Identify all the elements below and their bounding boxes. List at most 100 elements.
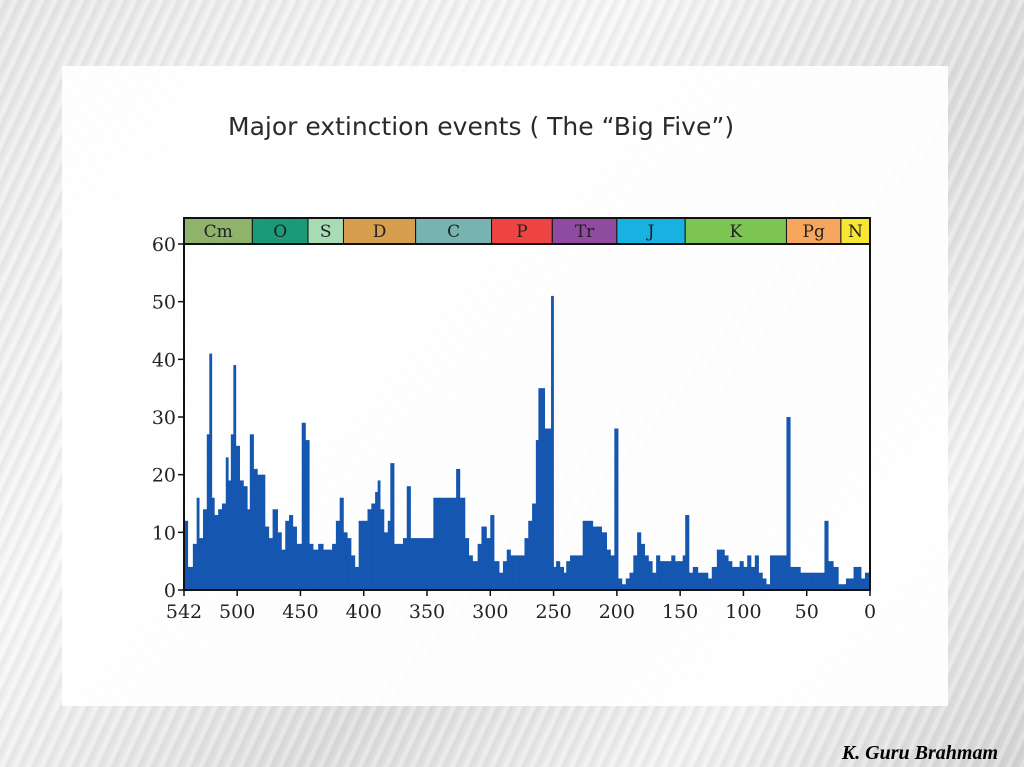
bar xyxy=(459,497,466,590)
bar xyxy=(754,555,759,590)
bar xyxy=(606,549,611,590)
bar xyxy=(845,578,851,590)
bar xyxy=(535,440,539,590)
bar xyxy=(633,555,638,590)
period-o xyxy=(251,217,309,245)
bar xyxy=(720,549,725,590)
bar xyxy=(685,515,690,590)
bar xyxy=(472,561,478,590)
bar xyxy=(770,555,776,590)
period-label: O xyxy=(273,222,287,242)
bar xyxy=(592,526,599,590)
bar xyxy=(486,538,491,590)
bar xyxy=(243,486,248,590)
period-label: D xyxy=(373,222,387,242)
bar xyxy=(838,584,843,590)
bar xyxy=(399,543,404,590)
bar xyxy=(387,520,391,590)
bar xyxy=(247,509,251,590)
bar xyxy=(659,561,664,590)
bar xyxy=(221,503,227,590)
x-axis: 542 500 450 400 350 300 250 200 150 100 50 0 xyxy=(166,590,876,623)
x-tick-label: 250 xyxy=(535,601,571,623)
bar xyxy=(524,538,529,590)
bar xyxy=(268,538,273,590)
bar xyxy=(332,543,337,590)
y-axis: 0 10 20 30 40 50 60 xyxy=(152,234,184,602)
bar xyxy=(805,572,811,590)
bar xyxy=(625,578,630,590)
bar xyxy=(762,578,767,590)
bar xyxy=(544,428,549,590)
bar xyxy=(573,555,580,590)
bar xyxy=(456,468,461,590)
bar xyxy=(228,480,232,590)
bar xyxy=(735,566,740,590)
bar xyxy=(629,572,634,590)
period-label: Tr xyxy=(575,222,595,242)
x-tick-label: 100 xyxy=(725,601,761,623)
bar xyxy=(538,388,543,590)
y-tick-label: 10 xyxy=(152,522,176,544)
y-tick-label: 60 xyxy=(152,234,176,256)
bar xyxy=(853,566,858,590)
bar xyxy=(702,572,709,590)
bar xyxy=(323,549,329,590)
period-label: Cm xyxy=(204,222,233,242)
bar xyxy=(451,497,457,590)
x-tick-label: 200 xyxy=(599,601,635,623)
bar xyxy=(621,584,627,590)
bar xyxy=(211,497,215,590)
bar xyxy=(289,515,294,590)
author-credit: K. Guru Brahmam xyxy=(841,742,998,764)
bar xyxy=(551,295,554,590)
bar xyxy=(292,526,297,590)
bar xyxy=(795,566,801,590)
bar xyxy=(566,561,571,590)
period-band: Cm O S D C P Tr J K Pg N xyxy=(183,217,871,245)
bar xyxy=(724,555,729,590)
bar xyxy=(383,532,389,590)
x-tick-label: 450 xyxy=(282,601,318,623)
bar xyxy=(732,566,737,590)
bar xyxy=(433,497,440,590)
bar xyxy=(218,509,223,590)
bar xyxy=(692,566,699,590)
bar xyxy=(402,538,408,590)
bar xyxy=(556,561,561,590)
bar xyxy=(766,584,771,590)
x-tick-label: 300 xyxy=(472,601,508,623)
bar xyxy=(410,538,418,590)
bar xyxy=(199,538,204,590)
bar xyxy=(689,572,694,590)
bar xyxy=(637,532,642,590)
bar xyxy=(335,520,340,590)
bar xyxy=(272,509,278,590)
bar xyxy=(587,520,594,590)
x-tick-label: 350 xyxy=(409,601,445,623)
period-label: J xyxy=(646,222,655,242)
bar xyxy=(494,561,500,590)
bar xyxy=(739,561,744,590)
bar xyxy=(416,538,423,590)
bar xyxy=(864,572,868,590)
bar xyxy=(783,555,787,590)
bar xyxy=(187,566,194,590)
bar xyxy=(377,480,381,590)
bar xyxy=(358,520,365,590)
bar xyxy=(597,526,602,590)
bar xyxy=(375,491,378,590)
bar xyxy=(751,566,756,590)
bar xyxy=(214,515,219,590)
bar xyxy=(810,572,816,590)
bar xyxy=(775,555,781,590)
bar xyxy=(682,555,686,590)
period-label: P xyxy=(516,222,527,242)
bar xyxy=(640,543,646,590)
period-d xyxy=(342,217,417,245)
y-tick-label: 30 xyxy=(152,407,176,429)
bar xyxy=(857,566,862,590)
bar xyxy=(786,417,791,590)
bar xyxy=(747,555,752,590)
